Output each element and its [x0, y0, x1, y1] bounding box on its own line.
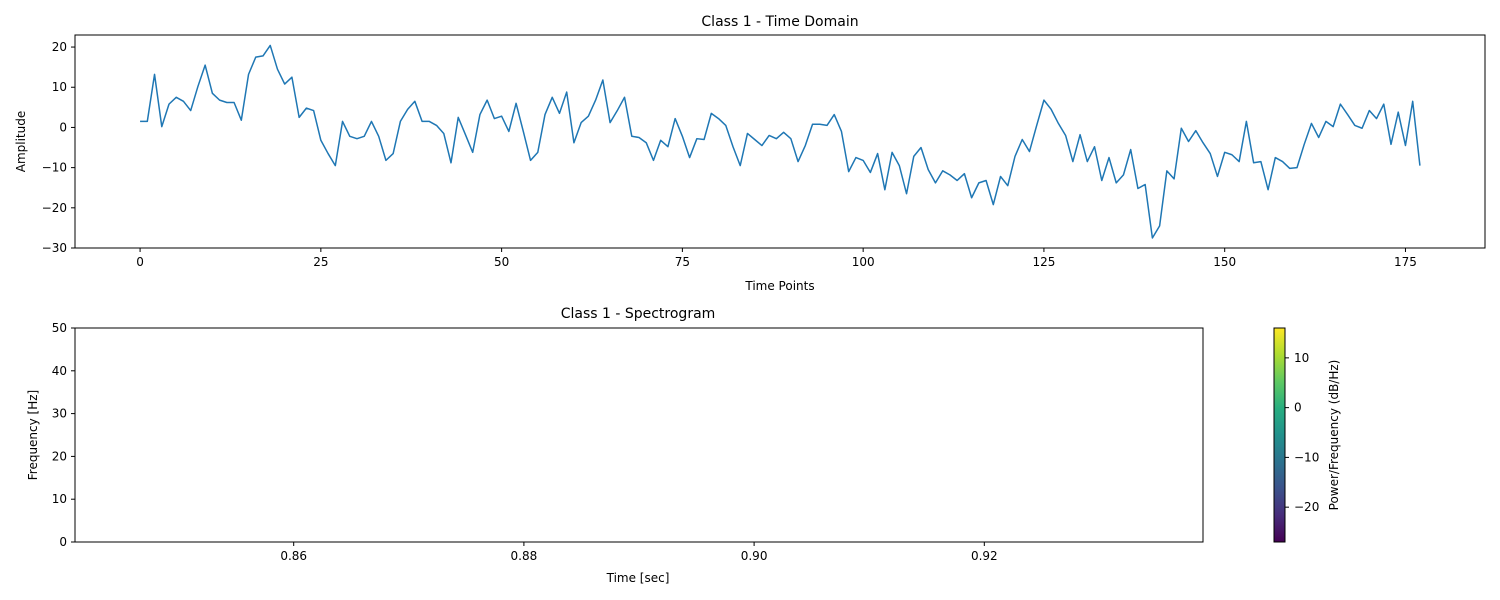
- x-tick-label: 0.86: [280, 549, 307, 563]
- x-tick-label: 100: [852, 255, 875, 269]
- time-domain-axes: Class 1 - Time Domain 0 25 50 75 100 125 150 17…: [14, 14, 1486, 293]
- time-domain-y-label: Amplitude: [14, 111, 28, 173]
- x-tick-label: 0.92: [971, 549, 998, 563]
- x-tick-label: 150: [1213, 255, 1236, 269]
- y-tick-label: −30: [42, 241, 67, 255]
- spectrogram-x-ticks: 0.86 0.88 0.90 0.92: [280, 542, 998, 563]
- y-tick-label: 10: [52, 492, 67, 506]
- colorbar-ticks: −20 −10 0 10: [1285, 351, 1319, 514]
- time-domain-frame: [74, 34, 1486, 249]
- x-tick-label: 0.90: [741, 549, 768, 563]
- x-tick-label: 50: [494, 255, 509, 269]
- y-tick-label: 10: [52, 80, 67, 94]
- amplitude-series-points: [140, 45, 1420, 238]
- colorbar-tick-label: −10: [1294, 450, 1319, 464]
- time-domain-title: Class 1 - Time Domain: [701, 14, 858, 30]
- x-tick-label: 75: [675, 255, 690, 269]
- spectrogram-axes: Class 1 - Spectrogram 0.86 0.88 0.90 0.92 0…: [26, 306, 1204, 585]
- spectrogram-y-label: Frequency [Hz]: [26, 390, 40, 481]
- colorbar-tick-label: 10: [1294, 351, 1309, 365]
- y-tick-label: 20: [52, 40, 67, 54]
- y-tick-label: 20: [52, 449, 67, 463]
- y-tick-label: 40: [52, 364, 67, 378]
- x-tick-label: 0.88: [511, 549, 538, 563]
- y-tick-label: −20: [42, 201, 67, 215]
- colorbar-frame: [1273, 327, 1286, 543]
- colorbar-tick-label: −20: [1294, 500, 1319, 514]
- x-tick-label: 125: [1032, 255, 1055, 269]
- amplitude-series-line: [140, 44, 1421, 239]
- spectrogram-y-ticks: 0 10 20 30 40 50: [52, 321, 75, 549]
- colorbar-tick-label: 0: [1294, 401, 1302, 415]
- y-tick-label: 50: [52, 321, 67, 335]
- spectrogram-frame: [74, 327, 1204, 543]
- y-tick-label: 0: [59, 535, 67, 549]
- time-domain-x-ticks: 0 25 50 75 100 125 150 175: [136, 248, 1417, 269]
- spectrogram-x-label: Time [sec]: [606, 571, 670, 585]
- time-domain-x-label: Time Points: [744, 279, 814, 293]
- x-tick-label: 0: [136, 255, 144, 269]
- spectrogram-title: Class 1 - Spectrogram: [561, 306, 716, 322]
- colorbar-label: Power/Frequency (dB/Hz): [1327, 360, 1341, 511]
- x-tick-label: 25: [313, 255, 328, 269]
- x-tick-label: 175: [1394, 255, 1417, 269]
- time-domain-y-ticks: −30 −20 −10 0 10 20: [42, 40, 75, 255]
- y-tick-label: 30: [52, 407, 67, 421]
- colorbar: −20 −10 0 10 Power/Frequency (dB/Hz): [1273, 327, 1341, 543]
- y-tick-label: 0: [59, 120, 67, 134]
- y-tick-label: −10: [42, 161, 67, 175]
- colorbar-gradient: [1274, 328, 1285, 542]
